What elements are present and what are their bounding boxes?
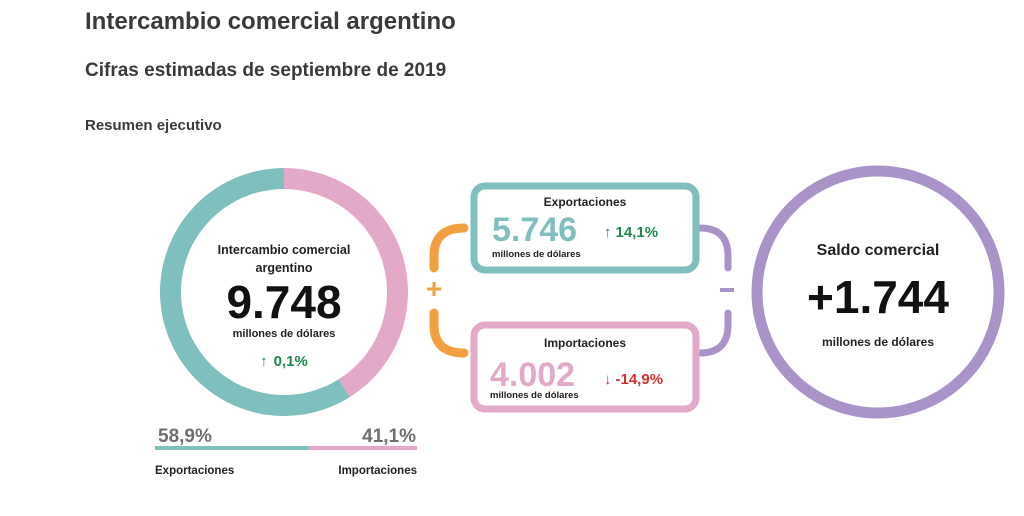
section-heading: Resumen ejecutivo <box>85 117 222 134</box>
donut-slice-importaciones <box>284 168 408 398</box>
page-subtitle: Cifras estimadas de septiembre de 2019 <box>85 60 447 81</box>
importaciones-change-group: ↓ -14,9% <box>604 371 663 388</box>
intercambio-change: 0,1% <box>274 353 308 370</box>
exportaciones-change-group: ↑ 14,1% <box>604 224 658 241</box>
intercambio-unit: millones de dólares <box>233 328 336 340</box>
importaciones-box: Importaciones 4.002 ↓ -14,9% millones de … <box>470 321 700 413</box>
share-legend: 58,9% 41,1% Exportaciones Importaciones <box>155 426 417 477</box>
importaciones-unit: millones de dólares <box>490 390 579 401</box>
up-arrow-icon: ↑ <box>604 224 612 241</box>
minus-icon <box>720 288 734 292</box>
exportaciones-value: 5.746 <box>492 211 577 249</box>
saldo-title: Saldo comercial <box>817 242 940 259</box>
importaciones-box-frame <box>470 321 700 413</box>
down-arrow-icon: ↓ <box>604 371 612 388</box>
donut-chart <box>160 168 408 416</box>
intercambio-label-2: argentino <box>256 261 313 275</box>
donut-center: Intercambio comercial argentino 9.748 mi… <box>218 243 351 370</box>
plus-icon: + <box>426 273 442 304</box>
importaciones-share-label: 41,1% <box>362 426 416 447</box>
legend-importaciones: Importaciones <box>338 465 417 477</box>
exportaciones-share-bar <box>155 446 310 450</box>
saldo-value: +1.744 <box>807 271 949 323</box>
saldo-ring <box>751 165 1005 419</box>
saldo-unit: millones de dólares <box>822 335 934 349</box>
exportaciones-box-frame <box>470 182 700 274</box>
donut-slice-exportaciones <box>160 168 350 416</box>
saldo-comercial: Saldo comercial +1.744 millones de dólar… <box>751 165 1005 419</box>
up-arrow-icon: ↑ <box>260 353 268 370</box>
plus-bracket <box>429 223 469 358</box>
importaciones-change: -14,9% <box>616 371 664 388</box>
importaciones-value: 4.002 <box>490 356 575 394</box>
intercambio-change-group: ↑ 0,1% <box>260 353 308 370</box>
importaciones-title: Importaciones <box>544 336 626 350</box>
exportaciones-title: Exportaciones <box>544 195 627 209</box>
page-title: Intercambio comercial argentino <box>85 8 456 35</box>
intercambio-value: 9.748 <box>226 276 341 328</box>
exportaciones-share-label: 58,9% <box>158 426 212 447</box>
intercambio-label-1: Intercambio comercial <box>218 243 351 257</box>
importaciones-share-bar <box>309 446 417 450</box>
exportaciones-box: Exportaciones 5.746 ↑ 14,1% millones de d… <box>470 182 700 274</box>
minus-bracket <box>696 224 732 357</box>
legend-exportaciones: Exportaciones <box>155 465 234 477</box>
exportaciones-unit: millones de dólares <box>492 249 581 260</box>
exportaciones-change: 14,1% <box>616 224 659 241</box>
